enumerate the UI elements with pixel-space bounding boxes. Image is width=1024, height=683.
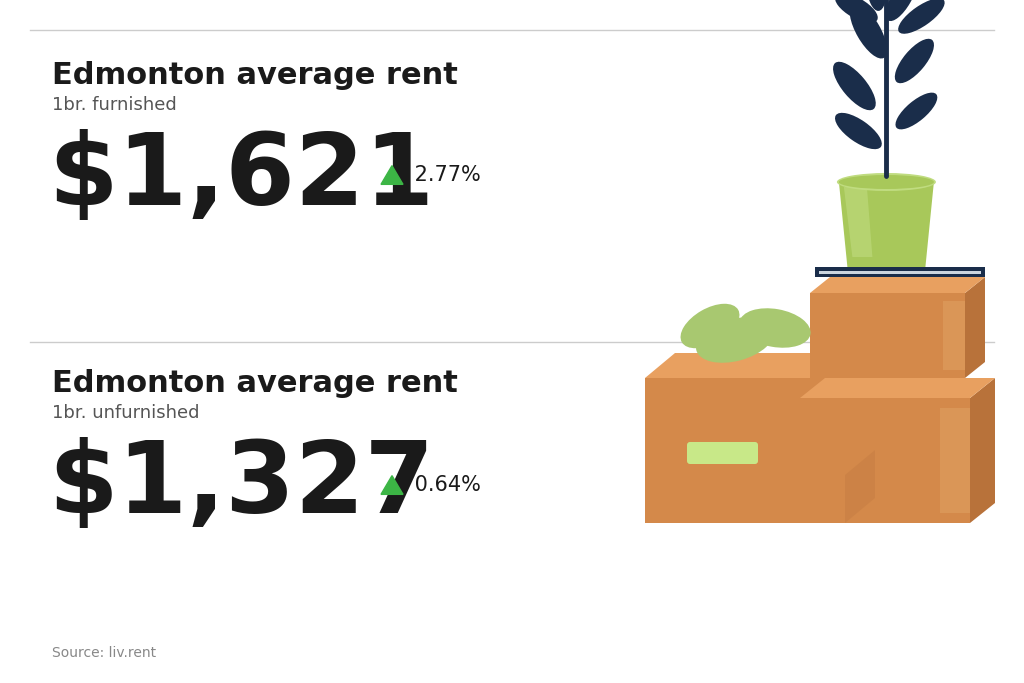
Text: 1br. unfurnished: 1br. unfurnished [52,404,200,422]
Polygon shape [845,353,874,523]
Polygon shape [815,267,985,277]
Ellipse shape [886,0,918,21]
Ellipse shape [837,173,936,191]
Polygon shape [810,293,965,378]
Polygon shape [645,353,874,378]
Polygon shape [800,378,995,398]
Text: 0.64%: 0.64% [408,475,481,495]
Polygon shape [845,450,874,523]
Ellipse shape [739,308,811,348]
Ellipse shape [835,0,878,23]
Polygon shape [381,475,403,494]
Text: Source: liv.rent: Source: liv.rent [52,646,156,660]
Polygon shape [940,408,970,513]
Polygon shape [844,187,872,257]
Polygon shape [943,301,965,370]
Text: 2.77%: 2.77% [408,165,480,185]
Polygon shape [800,398,970,523]
Polygon shape [970,378,995,523]
Ellipse shape [834,61,876,110]
Polygon shape [645,378,845,523]
Ellipse shape [895,93,937,129]
Ellipse shape [835,113,882,149]
Text: 1br. furnished: 1br. furnished [52,96,177,114]
Polygon shape [965,277,985,378]
Ellipse shape [681,304,739,348]
Ellipse shape [895,39,934,83]
Text: Edmonton average rent: Edmonton average rent [52,61,458,89]
Text: Edmonton average rent: Edmonton average rent [52,369,458,398]
Text: $1,621: $1,621 [48,130,434,227]
Text: $1,327: $1,327 [48,436,434,533]
Ellipse shape [839,175,934,189]
Polygon shape [839,182,934,267]
Polygon shape [810,277,985,293]
FancyBboxPatch shape [687,442,758,464]
Ellipse shape [696,317,774,363]
Ellipse shape [866,0,887,11]
Ellipse shape [850,3,887,59]
Polygon shape [819,271,981,274]
Ellipse shape [898,0,945,33]
Polygon shape [381,166,403,184]
